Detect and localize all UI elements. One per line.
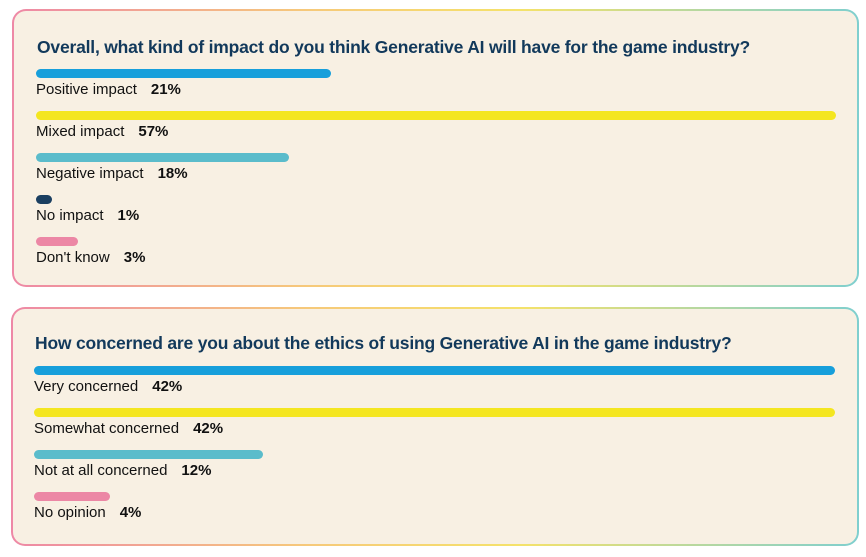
bar-row: No impact 1%: [14, 195, 857, 235]
bar-label: No opinion 4%: [34, 504, 141, 521]
bar: [36, 69, 331, 78]
category-label: Positive impact: [36, 81, 137, 98]
category-label: Somewhat concerned: [34, 420, 180, 437]
bar-label: Mixed impact 57%: [36, 123, 168, 140]
category-label: Mixed impact: [36, 123, 125, 140]
bar-label: Negative impact 18%: [36, 165, 188, 182]
value-label: 4%: [119, 504, 142, 521]
impact-chart-card: Overall, what kind of impact do you thin…: [12, 9, 859, 287]
value-label: 42%: [152, 378, 183, 395]
value-label: 18%: [157, 165, 188, 182]
value-label: 3%: [123, 249, 146, 266]
bar: [36, 153, 289, 162]
bar-label: Very concerned 42%: [34, 378, 182, 395]
bar-label: Somewhat concerned 42%: [34, 420, 223, 437]
value-label: 42%: [193, 420, 224, 437]
category-label: No impact: [36, 207, 104, 224]
bar-label: Don't know 3%: [36, 249, 145, 266]
chart-title: Overall, what kind of impact do you thin…: [37, 37, 751, 57]
bar-label: No impact 1%: [36, 207, 139, 224]
ethics-chart-card: How concerned are you about the ethics o…: [11, 307, 859, 546]
bar: [36, 195, 52, 204]
bar-row: Not at all concerned 12%: [13, 450, 857, 490]
category-label: Don't know: [36, 249, 110, 266]
value-label: 21%: [150, 81, 181, 98]
bar-row: No opinion 4%: [13, 492, 857, 532]
bar-label: Not at all concerned 12%: [34, 462, 211, 479]
bar: [34, 366, 835, 375]
bar-row: Don't know 3%: [14, 237, 857, 277]
bar-label: Positive impact 21%: [36, 81, 181, 98]
bar: [34, 492, 111, 501]
bar-row: Mixed impact 57%: [14, 111, 857, 151]
chart-title: How concerned are you about the ethics o…: [35, 333, 732, 353]
bar-row: Very concerned 42%: [13, 366, 857, 406]
value-label: 1%: [117, 207, 140, 224]
category-label: Negative impact: [36, 165, 144, 182]
bar-row: Negative impact 18%: [14, 153, 857, 193]
category-label: Very concerned: [34, 378, 139, 395]
bar: [36, 237, 79, 246]
bar: [34, 450, 263, 459]
bar-row: Positive impact 21%: [14, 69, 857, 109]
value-label: 57%: [138, 123, 169, 140]
bar-row: Somewhat concerned 42%: [13, 408, 857, 448]
category-label: No opinion: [34, 504, 106, 521]
value-label: 12%: [181, 462, 212, 479]
category-label: Not at all concerned: [34, 462, 168, 479]
bar: [36, 111, 836, 120]
bar: [34, 408, 835, 417]
